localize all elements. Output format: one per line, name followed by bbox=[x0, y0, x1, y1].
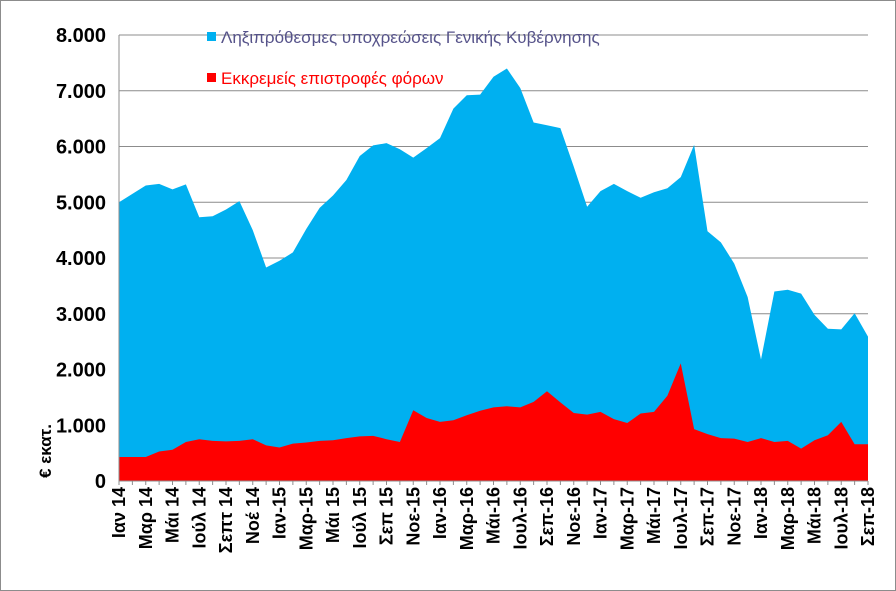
legend-swatch-overdue bbox=[207, 32, 216, 41]
x-tick-label-2: Μάι 14 bbox=[163, 487, 183, 543]
x-tick-label-15: Ιουλ-16 bbox=[510, 487, 530, 550]
x-tick-label-7: Μαρ-15 bbox=[296, 487, 316, 550]
x-tick-label-22: Σεπ-17 bbox=[698, 487, 718, 546]
y-tick-label-2: 2.000 bbox=[56, 360, 106, 382]
x-tick-label-1: Μαρ 14 bbox=[136, 487, 156, 549]
x-tick-label-24: Ιαν-18 bbox=[751, 487, 771, 539]
y-tick-label-8: 8.000 bbox=[56, 25, 106, 47]
x-tick-label-18: Ιαν-17 bbox=[591, 487, 611, 539]
x-tick-label-27: Ιουλ-18 bbox=[831, 487, 851, 550]
legend-swatch-refunds bbox=[207, 73, 216, 82]
x-tick-label-28: Σεπ-18 bbox=[858, 487, 878, 546]
y-tick-label-6: 6.000 bbox=[56, 137, 106, 159]
x-tick-label-4: Σεπτ 14 bbox=[216, 487, 236, 553]
axes bbox=[118, 35, 869, 485]
x-tick-label-14: Μάι-16 bbox=[484, 487, 504, 544]
x-tick-label-10: Σεπ 15 bbox=[377, 487, 397, 545]
area-series-1 bbox=[119, 363, 868, 481]
x-tick-label-13: Μαρ-16 bbox=[457, 487, 477, 550]
y-axis-label: € εκατ. bbox=[36, 424, 55, 478]
x-tick-label-20: Μάι-17 bbox=[644, 487, 664, 544]
y-tick-label-4: 4.000 bbox=[56, 248, 106, 270]
y-tick-label-3: 3.000 bbox=[56, 304, 106, 326]
x-tick-label-9: Ιούλ 15 bbox=[350, 487, 370, 549]
y-tick-label-7: 7.000 bbox=[56, 81, 106, 103]
x-tick-label-11: Νοε-15 bbox=[403, 487, 423, 546]
y-tick-label-1: 1.000 bbox=[56, 415, 106, 437]
x-tick-labels: Ιαν 14 Μαρ 14 Μάι 14 Ιούλ 14 Σεπτ 14 Νοέ 14 Ια… bbox=[109, 487, 878, 553]
y-tick-label-0: 0 bbox=[95, 471, 106, 493]
legend: Ληξιπρόθεσμες υποχρεώσεις Γενικής Κυβέρν… bbox=[207, 28, 600, 88]
x-tick-label-19: Μαρ-17 bbox=[617, 487, 637, 550]
x-tick-label-25: Μαρ-18 bbox=[778, 487, 798, 550]
legend-label-refunds: Εκκρεμείς επιστροφές φόρων bbox=[221, 69, 444, 88]
x-tick-label-8: Μάι 15 bbox=[323, 487, 343, 543]
x-tick-label-5: Νοέ 14 bbox=[243, 487, 263, 544]
x-tick-label-17: Νοε-16 bbox=[564, 487, 584, 546]
x-tick-label-12: Ιαν-16 bbox=[430, 487, 450, 539]
x-tick-label-16: Σεπ-16 bbox=[537, 487, 557, 546]
x-tick-label-6: Ιαν-15 bbox=[270, 487, 290, 539]
y-tick-labels: 0 1.000 2.000 3.000 4.000 5.000 6.000 7.000 8.00… bbox=[56, 25, 106, 493]
area-series bbox=[119, 68, 868, 481]
x-tick-label-3: Ιούλ 14 bbox=[189, 487, 209, 549]
x-tick-label-26: Μάι-18 bbox=[805, 487, 825, 544]
y-tick-label-5: 5.000 bbox=[56, 192, 106, 214]
x-tick-label-23: Νοε-17 bbox=[724, 487, 744, 546]
legend-label-overdue: Ληξιπρόθεσμες υποχρεώσεις Γενικής Κυβέρν… bbox=[221, 28, 600, 47]
x-tick-label-0: Ιαν 14 bbox=[109, 487, 129, 538]
x-tick-label-21: Ιουλ-17 bbox=[671, 487, 691, 550]
